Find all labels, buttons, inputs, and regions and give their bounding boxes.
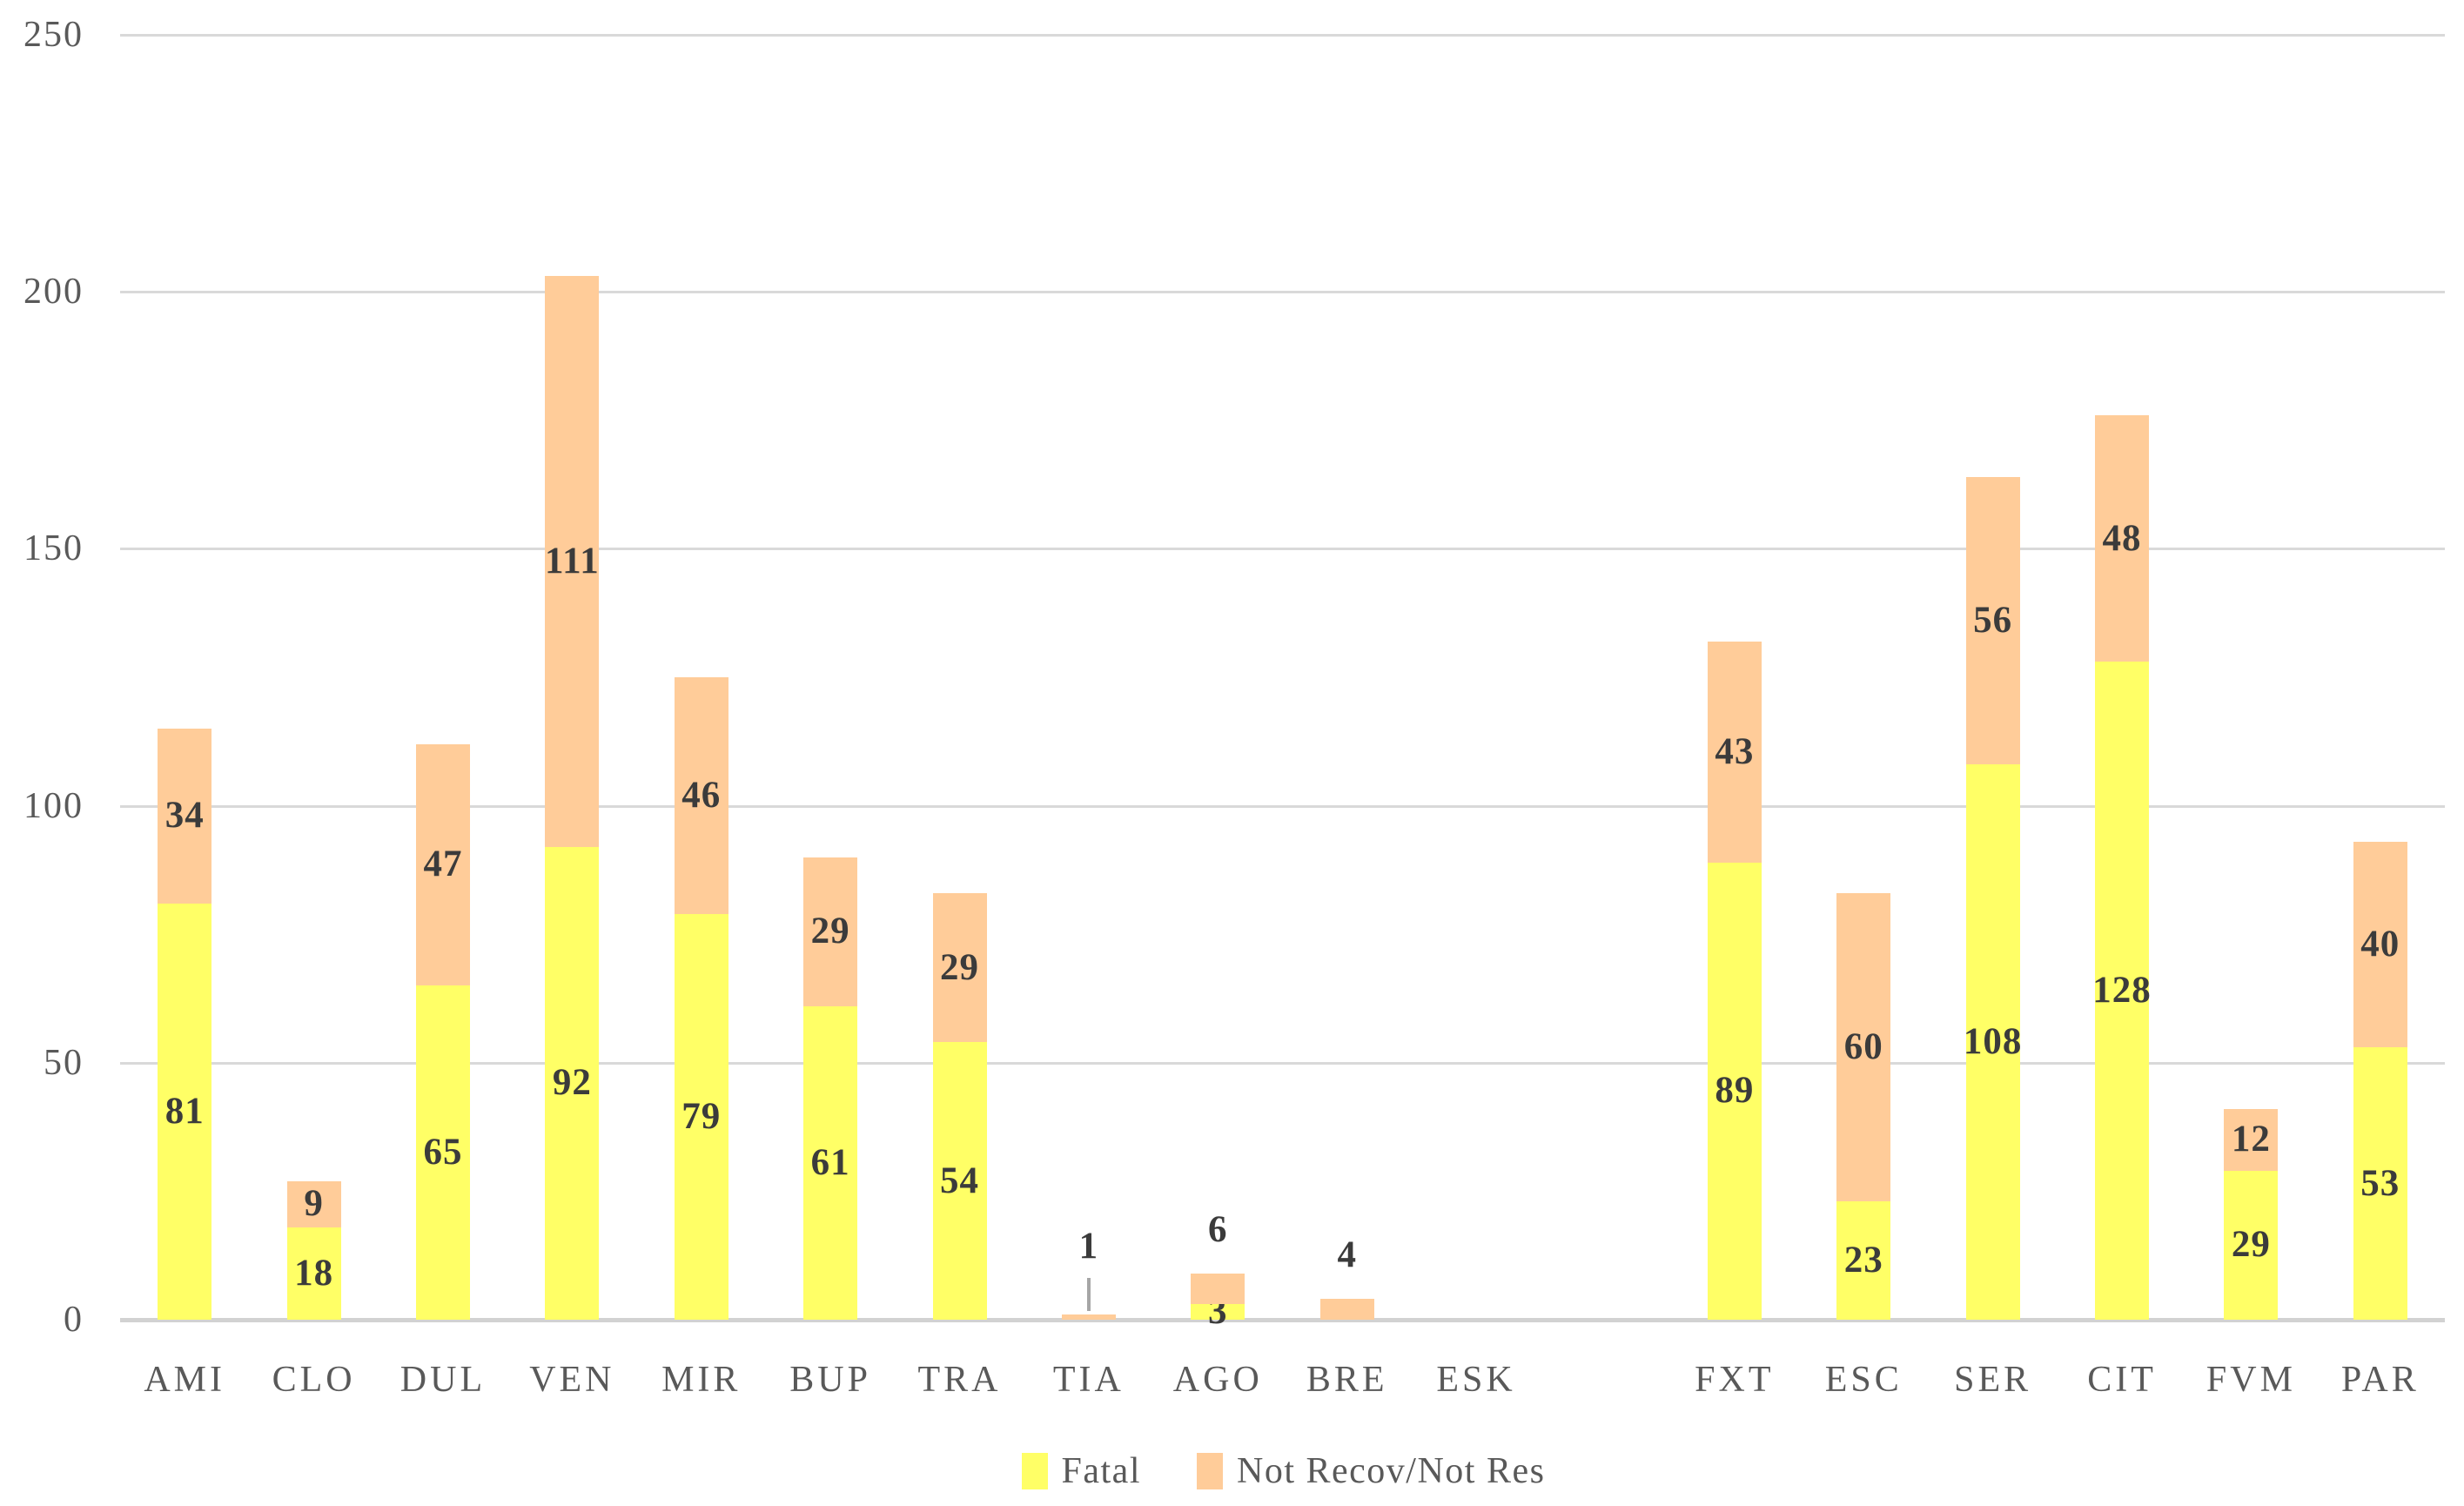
bar-value-label-fatal-SER: 108 xyxy=(1963,1021,2023,1063)
bar-segment-fatal-CIT xyxy=(2095,662,2150,1320)
gridline-200 xyxy=(120,291,2445,294)
x-axis-label-VEN: VEN xyxy=(529,1360,615,1400)
bar-segment-notrecov-BUP xyxy=(803,857,858,1006)
y-axis-label-150: 150 xyxy=(23,528,84,569)
bar-segment-fatal-SER xyxy=(1965,764,2020,1320)
bar-segment-fatal-FXT xyxy=(1707,862,1762,1320)
bar-segment-fatal-MIR xyxy=(674,913,728,1320)
x-axis-label-PAR: PAR xyxy=(2340,1360,2420,1400)
bar-value-label-fatal-FXT: 89 xyxy=(1715,1070,1755,1112)
bar-segment-notrecov-FVM xyxy=(2224,1108,2279,1171)
bar-value-label-fatal-FVM: 29 xyxy=(2231,1224,2271,1266)
bar-segment-fatal-FVM xyxy=(2224,1170,2279,1320)
x-axis-label-CLO: CLO xyxy=(272,1360,356,1400)
bar-value-label-notrecov-PAR: 40 xyxy=(2360,924,2400,965)
bar-value-label-fatal-VEN: 92 xyxy=(552,1062,592,1104)
bar-value-label-notrecov-TIA: 1 xyxy=(1078,1226,1099,1267)
bar-segment-notrecov-ESC xyxy=(1836,892,1891,1202)
x-axis-label-SER: SER xyxy=(1954,1360,2032,1400)
bar-segment-fatal-AMI xyxy=(158,903,212,1320)
gridline-100 xyxy=(120,804,2445,808)
gridline-50 xyxy=(120,1061,2445,1065)
x-axis-label-BUP: BUP xyxy=(789,1360,871,1400)
bar-segment-notrecov-FXT xyxy=(1707,641,1762,863)
legend-swatch-not-recov-icon xyxy=(1197,1453,1223,1489)
bar-value-label-fatal-CLO: 18 xyxy=(294,1252,334,1294)
y-axis-label-0: 0 xyxy=(64,1300,84,1340)
x-axis-label-BRE: BRE xyxy=(1306,1360,1388,1400)
bar-value-label-notrecov-BUP: 29 xyxy=(810,911,850,952)
bar-segment-fatal-CLO xyxy=(286,1227,341,1320)
leader-line-TIA xyxy=(1086,1278,1091,1312)
bar-segment-fatal-AGO xyxy=(1191,1304,1245,1320)
bar-value-label-fatal-MIR: 79 xyxy=(681,1095,722,1137)
bar-segment-fatal-VEN xyxy=(545,846,600,1320)
bar-value-label-notrecov-CLO: 9 xyxy=(304,1183,324,1225)
bar-value-label-notrecov-CIT: 48 xyxy=(2102,517,2142,559)
bar-value-label-fatal-ESC: 23 xyxy=(1843,1240,1883,1281)
bar-segment-fatal-BUP xyxy=(803,1005,858,1320)
x-axis-label-FVM: FVM xyxy=(2206,1360,2296,1400)
y-axis-label-250: 250 xyxy=(23,15,84,55)
bar-value-label-fatal-TRA: 54 xyxy=(940,1160,980,1201)
bar-segment-notrecov-MIR xyxy=(674,677,728,914)
bar-segment-notrecov-PAR xyxy=(2353,841,2407,1048)
bar-segment-notrecov-AMI xyxy=(158,729,212,904)
bar-segment-notrecov-VEN xyxy=(545,276,600,847)
bar-segment-fatal-PAR xyxy=(2353,1047,2407,1320)
bar-segment-notrecov-CIT xyxy=(2095,414,2150,662)
bar-value-label-notrecov-DUL: 47 xyxy=(423,844,463,885)
bar-value-label-notrecov-AMI: 34 xyxy=(164,795,205,837)
legend-item-fatal: Fatal xyxy=(1021,1449,1141,1493)
legend-item-not-recov: Not Recov/Not Res xyxy=(1197,1449,1545,1493)
gridline-250 xyxy=(120,34,2445,37)
bar-value-label-notrecov-VEN: 111 xyxy=(544,541,600,582)
bar-value-label-notrecov-ESC: 60 xyxy=(1843,1026,1883,1068)
legend-swatch-fatal-icon xyxy=(1021,1453,1048,1489)
x-axis-label-CIT: CIT xyxy=(2087,1360,2157,1400)
bar-segment-fatal-DUL xyxy=(415,985,470,1320)
bar-value-label-notrecov-TRA: 29 xyxy=(940,946,980,988)
bar-value-label-notrecov-FXT: 43 xyxy=(1715,730,1755,772)
bar-segment-notrecov-SER xyxy=(1965,476,2020,765)
bar-value-label-notrecov-MIR: 46 xyxy=(681,774,722,816)
y-axis-label-50: 50 xyxy=(44,1042,84,1083)
x-axis-label-TIA: TIA xyxy=(1052,1360,1125,1400)
bar-segment-fatal-TRA xyxy=(932,1042,987,1320)
bar-value-label-fatal-CIT: 128 xyxy=(2092,970,2152,1012)
bar-segment-fatal-ESC xyxy=(1836,1201,1891,1320)
x-axis-label-AGO: AGO xyxy=(1172,1360,1263,1400)
legend-label-fatal: Fatal xyxy=(1061,1451,1141,1491)
bar-segment-notrecov-TRA xyxy=(932,892,987,1043)
bar-segment-notrecov-BRE xyxy=(1319,1299,1374,1320)
bar-segment-notrecov-TIA xyxy=(1061,1314,1116,1320)
x-axis-label-FXT: FXT xyxy=(1695,1360,1775,1400)
bar-value-label-notrecov-FVM: 12 xyxy=(2231,1119,2271,1160)
bar-value-label-fatal-AMI: 81 xyxy=(164,1090,205,1132)
bar-value-label-notrecov-SER: 56 xyxy=(1973,600,2013,642)
bar-segment-notrecov-DUL xyxy=(415,743,470,986)
x-axis-label-AMI: AMI xyxy=(144,1360,226,1400)
bar-value-label-fatal-DUL: 65 xyxy=(423,1132,463,1173)
bar-segment-notrecov-AGO xyxy=(1191,1273,1245,1305)
bar-value-label-notrecov-BRE: 4 xyxy=(1337,1234,1357,1276)
x-axis-label-DUL: DUL xyxy=(399,1360,487,1400)
bar-segment-notrecov-CLO xyxy=(286,1180,341,1227)
bar-value-label-fatal-PAR: 53 xyxy=(2360,1162,2400,1204)
legend: Fatal Not Recov/Not Res xyxy=(120,1438,2447,1504)
bar-value-label-fatal-BUP: 61 xyxy=(810,1141,850,1183)
y-axis-label-200: 200 xyxy=(23,272,84,313)
x-axis-line xyxy=(120,1318,2445,1322)
gridline-150 xyxy=(120,548,2445,551)
bar-value-label-notrecov-AGO: 6 xyxy=(1208,1208,1228,1250)
legend-label-not-recov: Not Recov/Not Res xyxy=(1237,1451,1546,1491)
y-axis-label-100: 100 xyxy=(23,785,84,826)
x-axis-label-MIR: MIR xyxy=(661,1360,742,1400)
x-axis-label-ESK: ESK xyxy=(1436,1360,1516,1400)
x-axis-label-TRA: TRA xyxy=(917,1360,1002,1400)
x-axis-label-ESC: ESC xyxy=(1824,1360,1903,1400)
